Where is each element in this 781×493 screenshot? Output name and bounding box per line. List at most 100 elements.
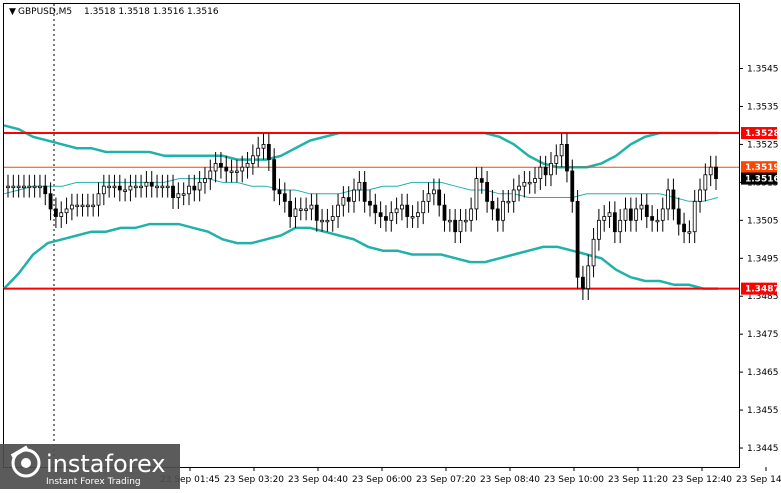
symbol-label: GBPUSD,M5 [18,7,72,17]
candle-body [229,170,234,173]
candle-body [203,178,207,183]
candle-body [176,193,181,198]
candle-body [346,197,351,202]
candle-body [676,208,681,225]
candle-body [282,193,287,202]
candle-body [352,189,356,202]
candle-body [336,204,340,217]
bid-tag-bg [741,172,777,185]
candle-body [187,185,191,195]
candle-body [149,181,154,187]
y-tick-label: 1.3465 [747,368,779,378]
candle-body [506,200,511,204]
candle-body [64,208,69,214]
candle-body [517,185,521,191]
candle-body [703,174,708,191]
candle-body [54,208,58,217]
y-tick-label: 1.3495 [747,254,779,264]
candle-body [6,185,10,189]
candle-body [602,216,607,221]
x-tick-label: 23 Sep 03:20 [224,475,284,485]
candle-body [400,204,404,210]
candle-body [59,212,64,217]
candle-body [75,204,80,208]
y-tick-label: 1.3525 [747,140,779,150]
candle-body [554,155,559,164]
candle-body [581,276,585,290]
candle-body [27,185,32,189]
candle-body [123,189,128,192]
candle-body [378,212,383,217]
candle-body [357,181,362,191]
candle-body [373,204,378,214]
candle-body [442,204,447,221]
marker-tag-bg [741,161,777,174]
candle-body [559,144,564,157]
candle-body [522,181,527,187]
candle-body [224,166,229,172]
candle-body [208,170,213,179]
candle-body [277,189,282,195]
level-tag-bg [741,282,777,295]
candle-body [368,200,372,206]
candle-body [618,219,623,233]
candle-body [538,166,543,179]
candle-body [490,200,495,210]
candle-body [213,162,218,172]
candle-body [139,185,143,189]
candle-body [479,178,484,183]
instaforex-logo-icon [10,445,41,478]
candle-body [304,208,309,211]
candle-body [591,238,596,267]
candle-body [245,162,250,168]
candle-body [698,189,702,202]
candle-body [266,144,271,160]
y-tick-label: 1.3545 [747,65,779,75]
candle-body [607,212,612,217]
y-tick-label: 1.3445 [747,444,779,454]
candle-body [660,208,665,221]
candle-body [16,185,21,189]
x-tick-label: 23 Sep 10:00 [544,475,604,485]
candle-body [32,185,37,189]
candle-body [453,219,458,233]
level-tag-bg [741,127,777,140]
candle-body [219,162,223,168]
candle-body [298,208,303,211]
candle-body [405,204,410,217]
plot-frame [3,3,740,468]
level-tag: 1.3487 [745,285,780,295]
candle-body [261,144,266,149]
y-tick-label: 1.3455 [747,406,779,416]
candle-body [69,204,74,210]
candle-body [655,219,660,223]
candle-body [165,185,170,189]
candle-body [543,166,548,176]
x-tick-label: 23 Sep 08:40 [480,475,540,485]
symbol-arrow-icon: ▼ [9,7,16,17]
candle-body [155,185,159,189]
candle-body [192,185,197,191]
candle-body [463,219,468,223]
x-tick-label: 23 Sep 11:20 [608,475,668,485]
candle-body [256,147,261,157]
candle-body [437,189,442,206]
candle-body [586,265,591,290]
candle-body [687,231,692,234]
candle-body [426,193,431,202]
y-tick-label: 1.3535 [747,102,779,112]
candle-body [511,189,516,202]
ohlc-quotes: 1.3518 1.3518 1.3516 1.3516 [84,7,219,17]
candle-body [458,219,463,233]
candle-body [650,216,655,221]
candle-body [320,219,324,223]
candle-body [330,216,335,221]
candle-body [623,208,628,221]
x-tick-label: 23 Sep 07:20 [416,475,476,485]
candle-body [144,181,149,187]
candle-body [128,185,133,191]
candle-body [309,204,314,210]
candle-body [431,189,436,195]
y-tick-label: 1.3475 [747,330,779,340]
